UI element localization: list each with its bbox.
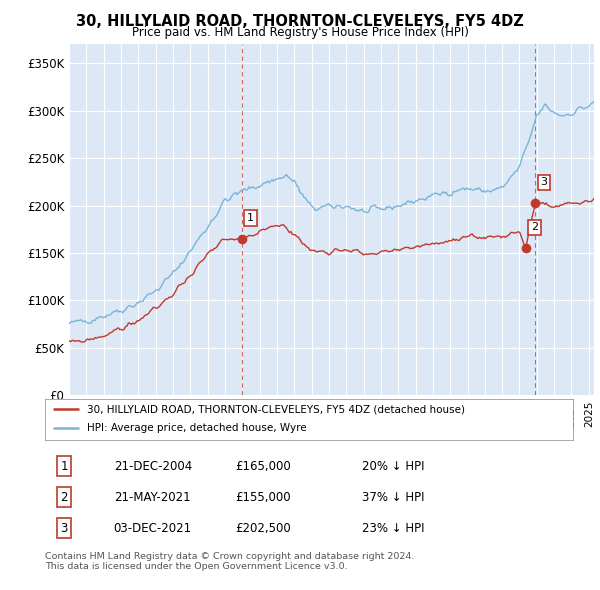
Text: 21-DEC-2004: 21-DEC-2004	[113, 460, 192, 473]
Text: HPI: Average price, detached house, Wyre: HPI: Average price, detached house, Wyre	[87, 423, 307, 433]
Text: 23% ↓ HPI: 23% ↓ HPI	[362, 522, 424, 535]
Text: 1: 1	[60, 460, 68, 473]
Text: 30, HILLYLAID ROAD, THORNTON-CLEVELEYS, FY5 4DZ: 30, HILLYLAID ROAD, THORNTON-CLEVELEYS, …	[76, 14, 524, 29]
Text: £202,500: £202,500	[235, 522, 291, 535]
Text: £165,000: £165,000	[235, 460, 291, 473]
Text: £155,000: £155,000	[235, 490, 291, 504]
Text: 37% ↓ HPI: 37% ↓ HPI	[362, 490, 424, 504]
Text: 2: 2	[531, 222, 538, 232]
Text: 3: 3	[541, 178, 548, 187]
Text: Price paid vs. HM Land Registry's House Price Index (HPI): Price paid vs. HM Land Registry's House …	[131, 26, 469, 39]
Text: 3: 3	[61, 522, 68, 535]
Text: 1: 1	[247, 213, 254, 223]
Text: 30, HILLYLAID ROAD, THORNTON-CLEVELEYS, FY5 4DZ (detached house): 30, HILLYLAID ROAD, THORNTON-CLEVELEYS, …	[87, 405, 465, 414]
Text: 03-DEC-2021: 03-DEC-2021	[113, 522, 192, 535]
Text: 20% ↓ HPI: 20% ↓ HPI	[362, 460, 424, 473]
Text: Contains HM Land Registry data © Crown copyright and database right 2024.
This d: Contains HM Land Registry data © Crown c…	[45, 552, 415, 571]
Text: 2: 2	[60, 490, 68, 504]
Text: 21-MAY-2021: 21-MAY-2021	[113, 490, 190, 504]
